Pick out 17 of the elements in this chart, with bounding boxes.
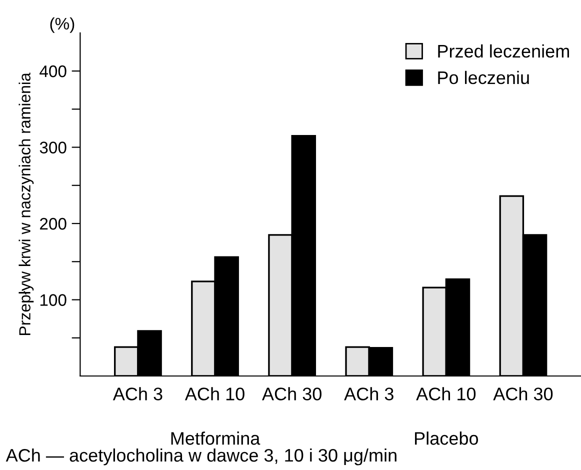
y-axis-title: Przepływ krwi w naczyniach ramienia: [18, 72, 34, 335]
x-tick-label: ACh 10: [184, 387, 244, 400]
text: (%): [50, 17, 74, 33]
x-tick-label: ACh 3: [112, 387, 162, 400]
y-tick-label: 400: [40, 65, 66, 78]
y-tick-label: 200: [40, 218, 66, 230]
legend-label: Po leczeniu: [438, 70, 529, 84]
y-tick-label: 300: [40, 142, 66, 154]
legend-label: Przed leczeniem: [438, 44, 569, 58]
text: Placebo: [415, 432, 478, 445]
x-tick-label: ACh 30: [262, 387, 322, 400]
x-tick-label: ACh 10: [416, 387, 476, 400]
text: Metformina: [171, 432, 260, 445]
x-tick-label: ACh 30: [493, 387, 553, 400]
text: ACh — acetylocholina w dawce 3, 10 i 30 μg/min: [6, 448, 396, 466]
x-tick-label: ACh 3: [344, 387, 394, 400]
y-tick-label: 100: [40, 294, 66, 306]
